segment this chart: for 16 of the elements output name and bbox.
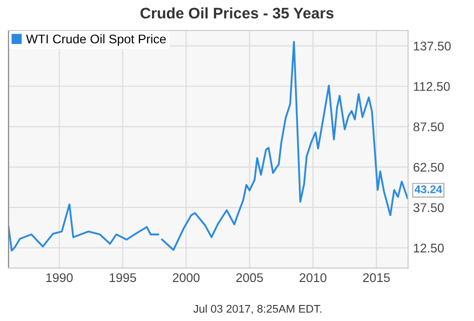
y-tick-label: 62.50 bbox=[414, 162, 444, 172]
y-tick-label: 112.50 bbox=[414, 82, 450, 91]
x-tick-label: 2015 bbox=[363, 273, 390, 282]
x-tick-label: 1995 bbox=[110, 273, 136, 282]
x-tick-label: 2010 bbox=[300, 273, 326, 282]
y-tick-label: 87.50 bbox=[414, 122, 444, 132]
legend-label: WTI Crude Oil Spot Price bbox=[26, 34, 166, 46]
x-tick-label: 2005 bbox=[236, 273, 263, 282]
text: Jul 03 2017, 8:25AM EDT. bbox=[193, 304, 322, 314]
y-tick-label: 37.50 bbox=[413, 203, 444, 212]
chart-title: Crude Oil Prices - 35 Years bbox=[140, 7, 334, 19]
x-tick-label: 1990 bbox=[46, 273, 73, 282]
data-label: 43.24 bbox=[414, 185, 442, 194]
y-tick-label: 12.50 bbox=[414, 244, 444, 252]
x-tick-label: 2000 bbox=[172, 273, 200, 282]
y-tick-label: 137.50 bbox=[414, 42, 451, 50]
